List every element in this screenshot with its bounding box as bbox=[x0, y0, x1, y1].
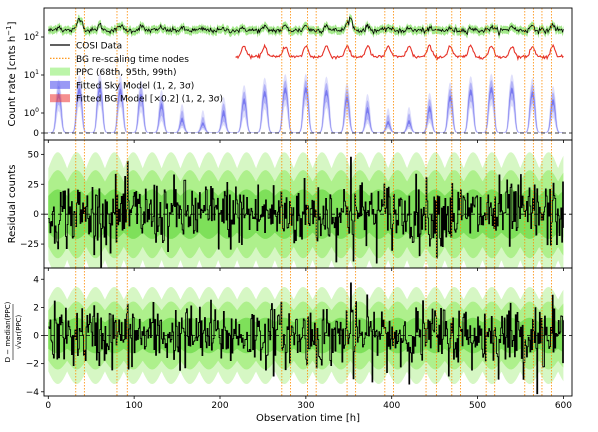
residual-panel bbox=[44, 140, 572, 268]
y-tick-label: 25 bbox=[28, 180, 39, 190]
legend-label: PPC (68th, 95th, 99th) bbox=[76, 68, 177, 78]
residual-line-bottom bbox=[48, 282, 564, 395]
x-tick-label: 600 bbox=[555, 401, 572, 411]
top-y-tick-label: 102 bbox=[24, 31, 39, 43]
cosi-data-line bbox=[47, 16, 564, 36]
bottom-y-axis-label: D − median(PPC) √var(PPC) bbox=[4, 301, 23, 362]
normalized-residual-panel bbox=[44, 268, 572, 396]
x-tick-label: 500 bbox=[469, 401, 486, 411]
y-tick-label: −4 bbox=[26, 388, 40, 398]
sky-model-band-1 bbox=[48, 73, 564, 133]
svg-text:D − median(PPC): D − median(PPC) bbox=[4, 301, 12, 362]
svg-text:√var(PPC): √var(PPC) bbox=[15, 314, 23, 349]
legend-label: Fitted Sky Model (1, 2, 3σ) bbox=[76, 81, 194, 91]
x-axis-label: Observation time [h] bbox=[256, 413, 360, 424]
legend-label: BG re-scaling time nodes bbox=[76, 55, 189, 65]
residual-line-middle bbox=[48, 156, 564, 268]
x-tick-label: 300 bbox=[297, 401, 314, 411]
legend-label: COSI Data bbox=[76, 42, 122, 52]
ppc-band-top bbox=[48, 13, 564, 40]
legend-swatch-patch bbox=[50, 80, 70, 89]
x-tick-label: 200 bbox=[211, 401, 228, 411]
y-tick-label: 2 bbox=[33, 303, 39, 313]
x-tick-label: 0 bbox=[45, 401, 51, 411]
y-tick-label: 0 bbox=[33, 210, 39, 220]
top-y-axis-label: Count rate [cnts h−1] bbox=[5, 21, 18, 126]
x-tick-label: 400 bbox=[383, 401, 400, 411]
legend-swatch-patch bbox=[50, 67, 70, 76]
legend-swatch-patch bbox=[50, 94, 70, 103]
y-tick-label: −2 bbox=[26, 360, 39, 370]
legend: COSI Data BG re-scaling time nodes PPC (68… bbox=[50, 42, 223, 105]
sky-model-band-3 bbox=[48, 86, 564, 133]
middle-y-axis-label: Residual counts bbox=[7, 165, 18, 244]
x-tick-label: 100 bbox=[126, 401, 143, 411]
top-y-tick-label: 0 bbox=[33, 129, 39, 139]
top-panel bbox=[44, 8, 572, 140]
legend-label: Fitted BG Model [×0.2] (1, 2, 3σ) bbox=[76, 95, 223, 105]
axes-frame-bottom bbox=[43, 267, 573, 397]
bg-model-line bbox=[235, 43, 564, 62]
y-tick-label: 4 bbox=[33, 275, 39, 285]
y-tick-label: 0 bbox=[33, 332, 39, 342]
y-tick-label: −25 bbox=[20, 240, 39, 250]
y-tick-label: 50 bbox=[28, 150, 40, 160]
top-y-tick-label: 100 bbox=[24, 107, 39, 119]
top-y-tick-label: 101 bbox=[24, 69, 39, 81]
